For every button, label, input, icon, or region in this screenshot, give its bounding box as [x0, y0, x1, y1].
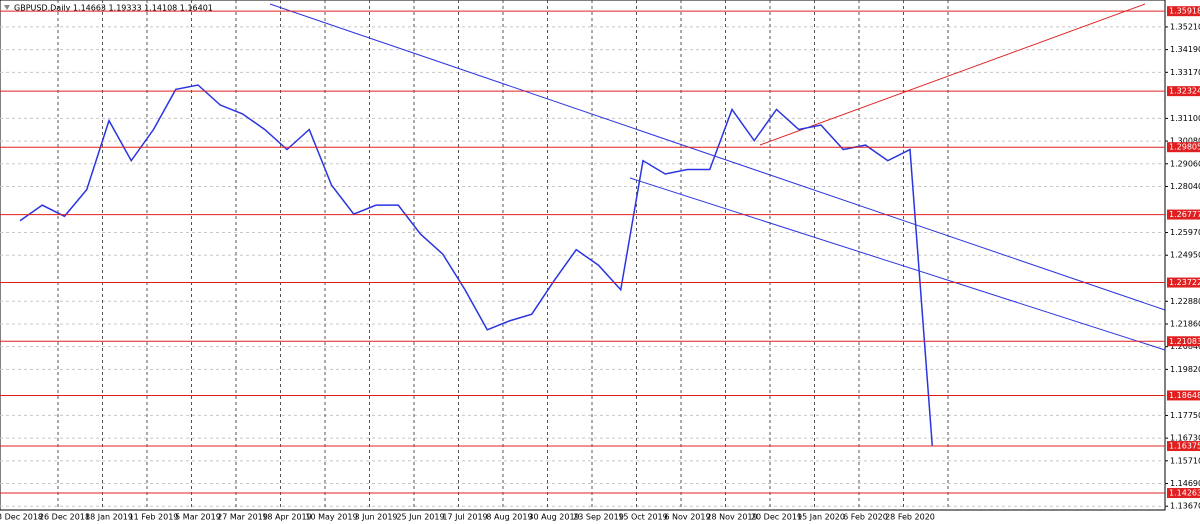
level-tag [1167, 277, 1200, 288]
level-tag [1167, 6, 1200, 17]
y-tick-label: 1.14690 [1170, 479, 1200, 488]
x-tick-label: 11 Feb 2019 [129, 513, 179, 522]
level-label: 1.21083 [1169, 337, 1200, 346]
x-tick-label: 3 Jun 2019 [354, 513, 397, 522]
y-tick-label: 1.13670 [1170, 502, 1200, 511]
y-tick-label: 1.15710 [1170, 456, 1200, 465]
y-tick-label: 1.21860 [1170, 319, 1200, 328]
level-label: 1.35918 [1169, 7, 1200, 16]
level-tag [1167, 336, 1200, 347]
x-tick-label: 15 Jan 2020 [797, 513, 845, 522]
y-tick-label: 1.28040 [1170, 182, 1200, 191]
x-tick-label: 23 Sep 2019 [573, 513, 624, 522]
x-tick-label: 3 Dec 2018 [0, 513, 43, 522]
trend-line [269, 3, 1166, 311]
y-tick-label: 1.30080 [1170, 137, 1200, 146]
title-icon [4, 5, 10, 10]
level-tag [1167, 86, 1200, 97]
y-tick-label: 1.34190 [1170, 45, 1200, 54]
x-tick-label: 30 Aug 2019 [528, 513, 579, 522]
x-tick-label: 26 Dec 2018 [39, 513, 90, 522]
grid [0, 0, 1165, 510]
y-tick-label: 1.17750 [1170, 411, 1200, 420]
x-tick-label: 8 Aug 2019 [486, 513, 532, 522]
level-label: 1.29805 [1169, 143, 1200, 152]
level-label: 1.26777 [1169, 210, 1200, 219]
y-tick-label: 1.24950 [1170, 251, 1200, 260]
x-tick-label: 20 Dec 2019 [751, 513, 802, 522]
level-label: 1.14263 [1169, 489, 1200, 498]
x-tick-label: 18 Jan 2019 [85, 513, 133, 522]
level-label: 1.16375 [1169, 442, 1200, 451]
y-tick-label: 1.35210 [1170, 22, 1200, 31]
x-tick-label: 10 May 2019 [305, 513, 357, 522]
level-tag [1167, 441, 1200, 452]
y-tick-label: 1.29060 [1170, 159, 1200, 168]
x-tick-label: 27 Mar 2019 [217, 513, 268, 522]
y-tick-label: 1.33170 [1170, 68, 1200, 77]
level-tag [1167, 488, 1200, 499]
level-tag [1167, 390, 1200, 401]
trend-line [629, 177, 1166, 351]
x-tick-label: 18 Apr 2019 [262, 513, 311, 522]
x-tick-label: 5 Mar 2019 [175, 513, 221, 522]
level-tag [1167, 142, 1200, 153]
x-tick-label: 6 Nov 2019 [664, 513, 710, 522]
y-tick-label: 1.19820 [1170, 365, 1200, 374]
x-tick-label: 28 Nov 2019 [706, 513, 757, 522]
trend-line [759, 3, 1146, 146]
y-tick-label: 1.22880 [1170, 297, 1200, 306]
marks [19, 84, 933, 446]
x-tick-label: 15 Oct 2019 [618, 513, 667, 522]
price-line [19, 84, 933, 446]
chart-title: GBPUSD,Daily 1.14663 1.19333 1.14108 1.1… [14, 4, 213, 13]
x-tick-label: 25 Jun 2019 [396, 513, 444, 522]
y-tick-label: 1.25970 [1170, 228, 1200, 237]
level-label: 1.23722 [1169, 278, 1200, 287]
y-tick-label: 1.31100 [1170, 114, 1200, 123]
x-tick-label: 28 Feb 2020 [885, 513, 935, 522]
level-tag [1167, 209, 1200, 220]
y-tick-label: 1.20840 [1170, 342, 1200, 351]
x-tick-label: 17 Jul 2019 [442, 513, 487, 522]
y-tick-label: 1.16730 [1170, 434, 1200, 443]
x-tick-label: 6 Feb 2020 [843, 513, 888, 522]
level-label: 1.18648 [1169, 391, 1200, 400]
level-label: 1.32324 [1169, 87, 1200, 96]
